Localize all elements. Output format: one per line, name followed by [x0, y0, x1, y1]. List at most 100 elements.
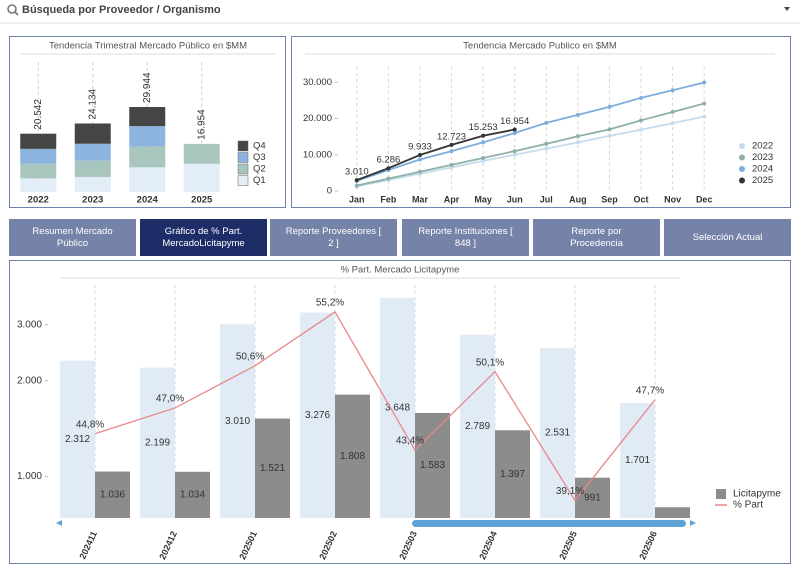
x-tick-label: Sep [601, 194, 618, 204]
bar-segment [129, 167, 166, 192]
tab[interactable]: Gráfico de % Part. MercadoLicitapyme [140, 219, 267, 256]
line-point [481, 158, 486, 163]
line-point [449, 149, 454, 154]
bar [335, 394, 370, 518]
data-label: 47,0% [156, 394, 184, 405]
data-label: 50,6% [236, 351, 264, 362]
y-tick-label: 20.000 [303, 113, 332, 124]
line-point [417, 157, 422, 162]
data-label: 12.723 [437, 131, 466, 142]
data-label: 1.034 [180, 490, 205, 501]
x-tick-label: Jun [507, 194, 523, 204]
bar [415, 412, 450, 518]
legend-label: 2024 [752, 164, 773, 175]
data-label: 1.521 [260, 463, 285, 474]
x-tick-label: 2023 [82, 195, 103, 206]
line-point [481, 156, 486, 161]
data-label: 991 [584, 492, 601, 503]
line-point [670, 88, 675, 93]
bar [495, 430, 530, 518]
legend-label: Q1 [253, 175, 266, 186]
chart-title: % Part. Mercado Licitapyme [341, 265, 460, 276]
line-point [481, 133, 486, 138]
line-point [512, 152, 517, 157]
legend-label: Q2 [253, 164, 266, 175]
line-point [702, 114, 707, 119]
y-tick-label: 1.000 [17, 471, 42, 482]
total-label: 29.944 [142, 72, 153, 103]
line-point [386, 166, 391, 171]
bar-segment [129, 146, 166, 168]
data-label: 3.010 [345, 167, 369, 178]
data-label: 1.036 [100, 489, 125, 500]
x-tick-label: Oct [634, 194, 649, 204]
bar-segment [129, 126, 166, 147]
bar-segment [20, 148, 57, 164]
line-point [544, 120, 549, 125]
tab[interactable]: Selección Actual [664, 219, 791, 256]
bar [575, 477, 610, 518]
bar-segment [183, 143, 220, 164]
line-point [449, 162, 454, 167]
x-tick-label: 2025 [191, 195, 213, 206]
tab[interactable]: Reporte Proveedores [ 2 ] [270, 219, 397, 256]
line-point [702, 101, 707, 106]
tab[interactable]: Reporte Instituciones [ 848 ] [402, 219, 529, 256]
y-tick-label: 3.000 [17, 319, 42, 330]
y-tick-label: 0 [327, 186, 332, 197]
x-tick-label: 2022 [28, 195, 49, 206]
x-tick-label: May [474, 194, 492, 204]
bar-segment [20, 133, 57, 149]
chart-title: Tendencia Trimestral Mercado Público en … [49, 41, 247, 52]
menu-arrow[interactable] [784, 7, 790, 11]
x-tick-label: Dec [696, 194, 713, 204]
legend-label: % Part [733, 500, 763, 511]
data-label: 1.701 [625, 455, 650, 466]
bar [300, 312, 335, 518]
data-label: 50,1% [476, 357, 504, 368]
total-label: 16.954 [196, 109, 207, 140]
scroll-right[interactable] [690, 520, 696, 526]
data-label: 16.954 [500, 116, 529, 127]
y-tick-label: 10.000 [303, 149, 332, 160]
bar-segment [74, 160, 111, 177]
scroll-left[interactable] [56, 520, 62, 526]
legend-label: 2025 [752, 175, 773, 186]
data-label: 2.199 [145, 437, 170, 448]
legend-swatch [237, 140, 249, 152]
legend-marker [739, 154, 745, 161]
tab[interactable]: Resumen Mercado Público [9, 219, 136, 256]
line-point [417, 152, 422, 157]
data-label: 2.531 [545, 428, 570, 439]
legend-swatch [237, 152, 249, 163]
tab[interactable]: Reporte por Procedencia [533, 219, 660, 256]
bar-segment [183, 163, 220, 192]
line-point [607, 104, 612, 109]
scrollbar[interactable] [412, 520, 686, 527]
legend-swatch [716, 489, 726, 499]
line-point [481, 140, 486, 145]
bar [460, 334, 495, 518]
line-point [512, 131, 517, 135]
x-tick-label: Nov [664, 194, 681, 204]
legend-label: 2022 [752, 141, 773, 152]
bar-segment [20, 178, 57, 192]
total-label: 24.134 [87, 88, 98, 119]
line-point [544, 141, 549, 146]
x-tick-label: Apr [444, 194, 460, 204]
x-tick-label: Aug [569, 194, 587, 204]
legend-label: Q3 [253, 152, 266, 163]
data-label: 6.286 [376, 155, 400, 166]
legend-swatch [237, 163, 249, 175]
data-label: 39,1% [556, 486, 584, 497]
data-label: 47,7% [636, 385, 664, 396]
bar [95, 471, 130, 518]
line-point [354, 183, 359, 188]
bar [140, 367, 175, 518]
line [356, 81, 705, 182]
x-tick-label: Feb [380, 194, 397, 204]
line-point [417, 169, 422, 174]
data-label: 55,2% [316, 298, 344, 309]
